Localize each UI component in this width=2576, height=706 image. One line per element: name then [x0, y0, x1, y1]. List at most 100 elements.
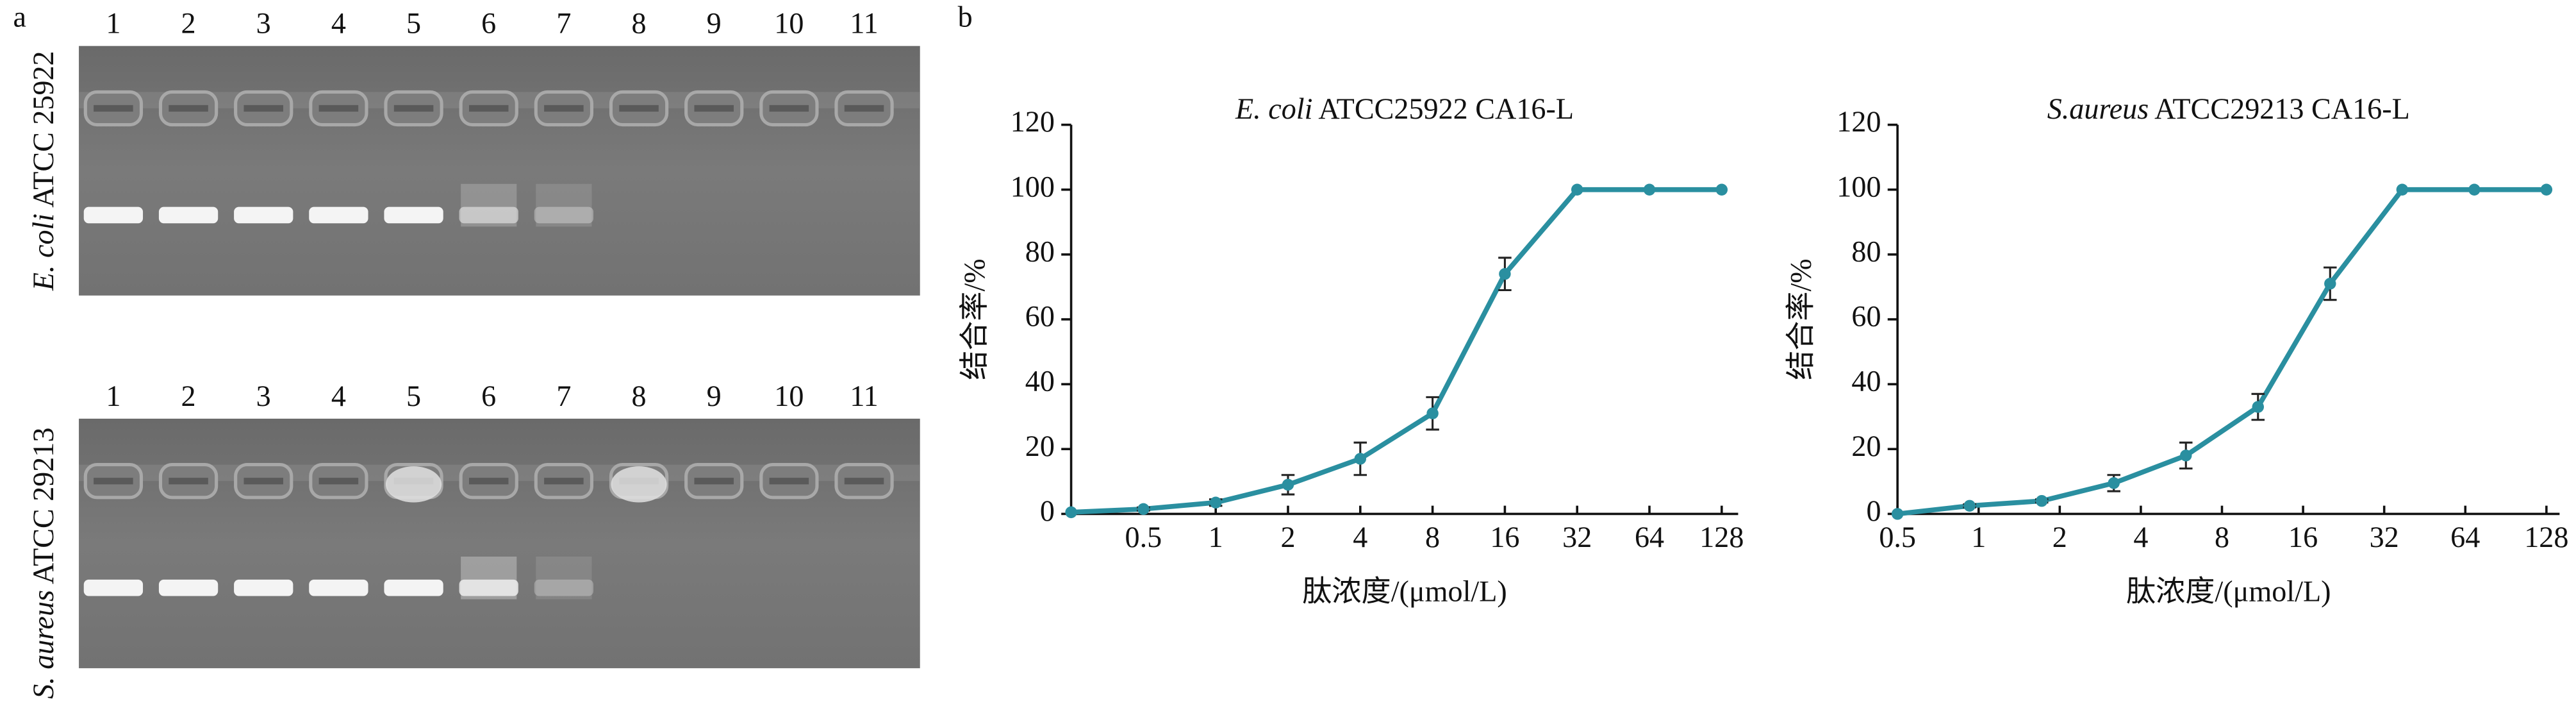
well-inner	[169, 105, 208, 112]
point	[1354, 453, 1367, 465]
well-inner	[844, 478, 884, 485]
point	[2108, 477, 2120, 489]
gel-label: E. coli ATCC 25922	[26, 51, 59, 291]
lane-number: 3	[256, 7, 271, 40]
x-tick-label: 4	[2133, 521, 2148, 553]
lane-number: 3	[256, 380, 271, 412]
panel-label: b	[958, 0, 973, 33]
point	[1137, 503, 1150, 516]
lane-number: 11	[850, 380, 878, 412]
lane-number: 2	[181, 380, 196, 412]
text-part: S. aureus	[26, 590, 59, 699]
y-axis-label: 结合率/%	[1785, 258, 1817, 380]
point	[2035, 494, 2048, 507]
y-tick-label: 40	[1025, 365, 1055, 398]
panel-label: a	[13, 0, 26, 33]
lane-number: 5	[406, 380, 421, 412]
line	[1897, 187, 2547, 517]
band	[83, 579, 144, 596]
lane-number: 8	[632, 7, 647, 40]
y-tick-label: 100	[1011, 170, 1055, 203]
line	[1071, 187, 1722, 515]
well-blob	[611, 466, 667, 503]
x-tick-label: 2	[2052, 521, 2067, 553]
x-tick-label: 8	[1425, 521, 1440, 553]
chart-title: S.aureus ATCC29213 CA16-L	[2047, 92, 2410, 125]
well-inner	[694, 105, 734, 112]
band	[158, 206, 219, 224]
point	[2180, 450, 2192, 462]
point	[1426, 407, 1439, 419]
x-tick-label: 128	[1699, 521, 1744, 553]
band	[83, 206, 144, 224]
gel-label: S. aureus ATCC 29213	[26, 428, 59, 699]
lane-number: 7	[556, 380, 571, 412]
well-inner	[244, 478, 283, 485]
lane-number: 7	[556, 7, 571, 40]
band	[534, 579, 594, 596]
point	[1891, 508, 1904, 520]
well-inner	[694, 478, 734, 485]
x-tick-label: 32	[2370, 521, 2399, 553]
x-tick-label: 16	[1490, 521, 1519, 553]
well-inner	[769, 478, 809, 485]
lane-number: 8	[632, 380, 647, 412]
point	[1715, 183, 1728, 196]
well-inner	[393, 105, 434, 112]
y-axis-label: 结合率/%	[958, 258, 991, 380]
gel-image	[79, 418, 920, 669]
lane-number: 10	[774, 7, 804, 40]
well-inner	[169, 478, 208, 485]
point	[1963, 500, 1976, 512]
well-inner	[619, 105, 659, 112]
lane-number: 6	[481, 7, 496, 40]
x-tick-label: 0.5	[1125, 521, 1162, 553]
band	[309, 206, 368, 224]
point	[1065, 506, 1077, 519]
x-axis-label: 肽浓度/(μmol/L)	[1302, 575, 1507, 607]
lane-number: 5	[406, 7, 421, 40]
well-inner	[318, 478, 359, 485]
x-tick-label: 64	[1635, 521, 1664, 553]
y-tick-label: 0	[1866, 494, 1881, 527]
y-tick-label: 20	[1851, 430, 1881, 462]
point	[2396, 183, 2409, 196]
y-tick-label: 40	[1851, 365, 1881, 398]
point	[2468, 183, 2481, 196]
well-inner	[544, 478, 584, 485]
band	[234, 579, 293, 596]
well-inner	[544, 105, 584, 112]
x-tick-label: 4	[1353, 521, 1367, 553]
band	[309, 579, 368, 596]
lane-number: 2	[181, 7, 196, 40]
x-axis-label: 肽浓度/(μmol/L)	[2126, 575, 2331, 607]
point	[2540, 183, 2553, 196]
well-inner	[769, 105, 809, 112]
x-tick-label: 8	[2215, 521, 2229, 553]
lane-number: 9	[707, 7, 722, 40]
x-tick-label: 0.5	[1879, 521, 1916, 553]
lane-number: 1	[106, 380, 120, 412]
lane-number: 10	[774, 380, 804, 412]
band	[384, 579, 443, 596]
x-tick-label: 1	[1209, 521, 1223, 553]
band	[534, 206, 594, 224]
text-part: ATCC29213 CA16-L	[2149, 92, 2410, 125]
band	[384, 206, 443, 224]
text-part: ATCC 29213	[26, 428, 59, 590]
y-tick-label: 120	[1011, 105, 1055, 138]
point	[1571, 183, 1583, 196]
band	[158, 579, 219, 596]
x-tick-label: 64	[2450, 521, 2480, 553]
point	[2324, 278, 2336, 290]
y-tick-label: 100	[1837, 170, 1881, 203]
well-inner	[244, 105, 283, 112]
lane-number: 9	[707, 380, 722, 412]
text-part: ATCC 25922	[26, 51, 59, 213]
x-tick-label: 1	[1971, 521, 1986, 553]
text-part: ATCC25922 CA16-L	[1312, 92, 1574, 125]
well-inner	[318, 105, 359, 112]
y-tick-label: 80	[1851, 235, 1881, 267]
